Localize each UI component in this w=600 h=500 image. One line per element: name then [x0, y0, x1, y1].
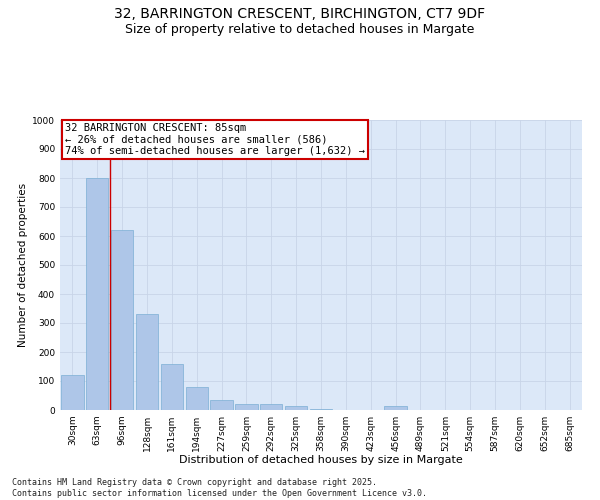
X-axis label: Distribution of detached houses by size in Margate: Distribution of detached houses by size …	[179, 456, 463, 466]
Text: Size of property relative to detached houses in Margate: Size of property relative to detached ho…	[125, 22, 475, 36]
Bar	[310, 408, 332, 410]
Bar	[211, 400, 233, 410]
Bar	[385, 406, 407, 410]
Bar	[136, 314, 158, 410]
Y-axis label: Number of detached properties: Number of detached properties	[18, 183, 28, 347]
Bar	[61, 375, 83, 410]
Bar	[185, 387, 208, 410]
Bar	[260, 404, 283, 410]
Text: 32, BARRINGTON CRESCENT, BIRCHINGTON, CT7 9DF: 32, BARRINGTON CRESCENT, BIRCHINGTON, CT…	[115, 8, 485, 22]
Text: Contains HM Land Registry data © Crown copyright and database right 2025.
Contai: Contains HM Land Registry data © Crown c…	[12, 478, 427, 498]
Bar	[235, 404, 257, 410]
Bar	[111, 230, 133, 410]
Bar	[86, 178, 109, 410]
Bar	[285, 406, 307, 410]
Text: 32 BARRINGTON CRESCENT: 85sqm
← 26% of detached houses are smaller (586)
74% of : 32 BARRINGTON CRESCENT: 85sqm ← 26% of d…	[65, 123, 365, 156]
Bar	[161, 364, 183, 410]
